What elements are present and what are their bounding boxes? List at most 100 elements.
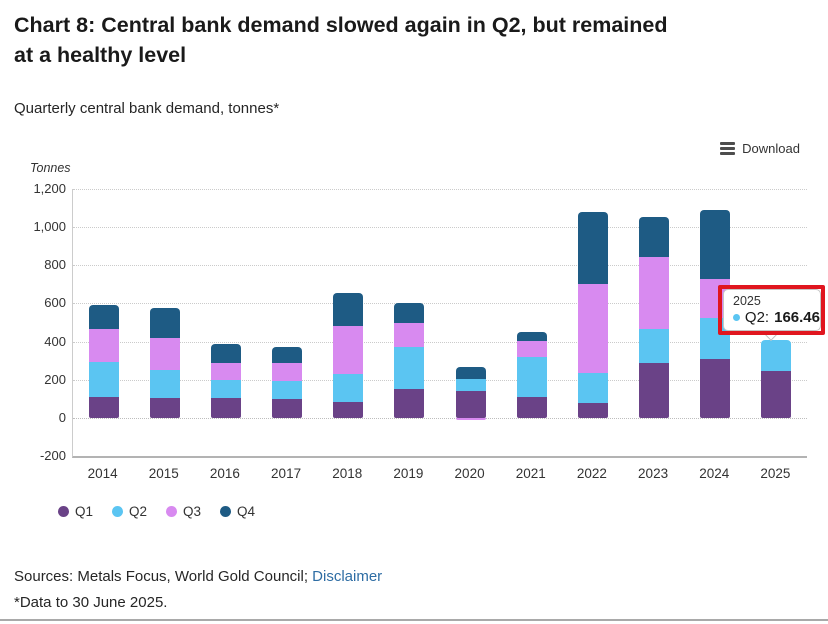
bar-segment-2022-q2[interactable]	[577, 373, 608, 403]
bar-segment-2015-q1[interactable]	[149, 397, 180, 418]
gridline	[73, 417, 807, 419]
bar-segment-2020-q1[interactable]	[455, 391, 486, 418]
y-tick-label: -200	[39, 448, 66, 463]
bar-segment-2023-q1[interactable]	[639, 363, 670, 418]
bar-segment-2022-q4[interactable]	[577, 211, 608, 284]
gridline	[73, 341, 807, 343]
legend-label: Q3	[183, 504, 202, 519]
y-tick-label: 200	[44, 371, 66, 387]
x-tick-label-2023: 2023	[638, 466, 669, 481]
bar-segment-2025-q1[interactable]	[761, 371, 792, 418]
y-axis-title: Tonnes	[30, 161, 71, 175]
plot-area	[72, 189, 807, 458]
bar-segment-2016-q2[interactable]	[210, 380, 241, 399]
chart-subtitle: Quarterly central bank demand, tonnes*	[14, 100, 280, 117]
bar-segment-2024-q1[interactable]	[700, 358, 731, 418]
bar-segment-2018-q2[interactable]	[333, 374, 364, 402]
legend-item-q1[interactable]: Q1	[58, 504, 93, 519]
bar-segment-2022-q3[interactable]	[577, 283, 608, 374]
bar-segment-2016-q1[interactable]	[210, 398, 241, 418]
bar-segment-2020-q2[interactable]	[455, 379, 486, 392]
chart-legend: Q1 Q2 Q3 Q4	[58, 504, 255, 519]
tooltip-year: 2025	[733, 294, 761, 308]
x-tick-label-2014: 2014	[87, 466, 118, 481]
gridline	[73, 303, 807, 305]
bar-segment-2014-q4[interactable]	[88, 305, 119, 330]
legend-dot-icon	[58, 506, 69, 517]
page-title: Chart 8: Central bank demand slowed agai…	[14, 10, 754, 70]
download-label: Download	[742, 141, 800, 156]
bar-segment-2014-q3[interactable]	[88, 329, 119, 363]
bar-segment-2014-q1[interactable]	[88, 396, 119, 418]
bar-segment-2017-q3[interactable]	[272, 362, 303, 382]
bar-segment-2023-q4[interactable]	[639, 216, 670, 258]
hamburger-menu-icon	[720, 142, 736, 155]
page-divider	[0, 619, 828, 621]
bar-segment-2021-q4[interactable]	[516, 332, 547, 341]
bar-segment-2017-q4[interactable]	[272, 346, 303, 363]
x-tick-label-2024: 2024	[699, 466, 730, 481]
page-title-line2: at a healthy level	[14, 43, 187, 67]
y-tick-label: 0	[58, 409, 66, 425]
bar-segment-2018-q4[interactable]	[333, 293, 364, 326]
data-tooltip: 2025 Q2: 166.46	[723, 289, 821, 331]
disclaimer-link[interactable]: Disclaimer	[312, 568, 383, 585]
bar-segment-2015-q2[interactable]	[149, 370, 180, 398]
bar-segment-2021-q2[interactable]	[516, 356, 547, 397]
gridline	[73, 379, 807, 381]
bar-segment-2019-q4[interactable]	[394, 302, 425, 323]
legend-dot-icon	[112, 506, 124, 517]
bar-segment-2020-q3[interactable]	[455, 417, 486, 420]
legend-item-q2[interactable]: Q2	[112, 504, 147, 519]
bar-segment-2016-q4[interactable]	[210, 344, 241, 364]
legend-item-q4[interactable]: Q4	[220, 504, 255, 519]
y-tick-label: 800	[44, 257, 66, 273]
gridline	[73, 189, 807, 190]
bar-segment-2014-q2[interactable]	[88, 362, 119, 397]
x-axis-tick-labels: 2014 2015 2016 2017 2018 2019 2020 2021 2022 2023…	[72, 466, 806, 486]
sources-text: Sources: Metals Focus, World Gold Counci…	[14, 568, 313, 585]
legend-label: Q4	[237, 504, 256, 519]
page-title-line1: Chart 8: Central bank demand slowed agai…	[14, 13, 668, 37]
x-tick-label-2017: 2017	[271, 466, 302, 481]
tooltip-series-dot-icon	[733, 314, 740, 321]
bar-segment-2017-q1[interactable]	[272, 398, 303, 418]
y-tick-label: 600	[44, 295, 66, 311]
bar-segment-2017-q2[interactable]	[272, 381, 303, 399]
x-tick-label-2015: 2015	[148, 466, 179, 481]
x-tick-label-2016: 2016	[209, 466, 240, 481]
download-button[interactable]: Download	[720, 141, 800, 156]
x-tick-label-2020: 2020	[454, 466, 485, 481]
bar-segment-2016-q3[interactable]	[210, 363, 241, 381]
bar-segment-2018-q3[interactable]	[333, 325, 364, 375]
x-tick-label-2025: 2025	[760, 466, 791, 481]
y-tick-label: 1,000	[33, 219, 66, 235]
bar-segment-2021-q3[interactable]	[516, 340, 547, 357]
bar-segment-2025-q2[interactable]	[761, 339, 792, 372]
bar-segment-2022-q1[interactable]	[577, 402, 608, 418]
bar-segment-2015-q3[interactable]	[149, 337, 180, 371]
legend-dot-icon	[166, 506, 178, 517]
bar-segment-2020-q4[interactable]	[455, 367, 486, 380]
x-tick-label-2021: 2021	[515, 466, 546, 481]
bar-segment-2019-q3[interactable]	[394, 322, 425, 347]
y-tick-label: 1,200	[33, 181, 66, 196]
bar-segment-2023-q3[interactable]	[639, 257, 670, 330]
bar-segment-2019-q1[interactable]	[394, 389, 425, 418]
x-tick-label-2018: 2018	[332, 466, 363, 481]
gridline	[73, 227, 807, 229]
bar-segment-2021-q1[interactable]	[516, 396, 547, 418]
bar-segment-2023-q2[interactable]	[639, 329, 670, 364]
bar-segment-2018-q1[interactable]	[333, 401, 364, 418]
legend-label: Q2	[129, 504, 148, 519]
legend-label: Q1	[75, 504, 94, 519]
tooltip-row: Q2: 166.46	[733, 309, 820, 326]
gridline	[73, 265, 807, 267]
bar-segment-2024-q4[interactable]	[700, 210, 731, 280]
tooltip-series-label: Q2:	[744, 309, 770, 326]
x-tick-label-2022: 2022	[576, 466, 607, 481]
legend-item-q3[interactable]: Q3	[166, 504, 201, 519]
bar-segment-2015-q4[interactable]	[149, 307, 180, 338]
bar-segment-2019-q2[interactable]	[394, 346, 425, 390]
